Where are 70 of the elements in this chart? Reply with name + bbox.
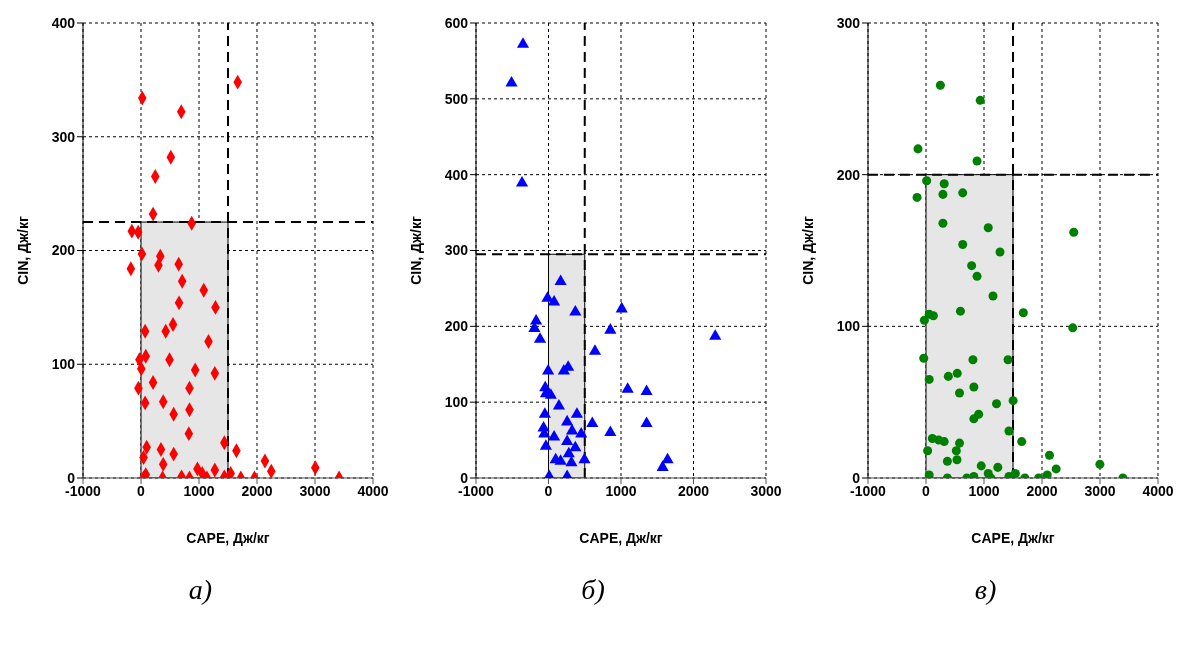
y-tick-label: 200 — [836, 166, 861, 183]
y-tick-label: 400 — [444, 166, 468, 183]
point — [660, 452, 674, 464]
x-tick-label: 0 — [137, 482, 146, 499]
point — [226, 466, 235, 478]
point — [516, 37, 529, 48]
y-tick-label: 100 — [836, 318, 861, 335]
point — [560, 414, 573, 426]
x-axis-title: CAPE, Дж/кг — [578, 530, 663, 546]
y-tick-label: 100 — [51, 356, 76, 373]
x-tick-label: 3000 — [1084, 482, 1116, 499]
text: в) — [973, 574, 998, 606]
y-axis-title: CIN, Дж/кг — [14, 216, 31, 285]
point — [621, 382, 634, 393]
y-tick-label: 300 — [444, 242, 468, 259]
point — [603, 425, 616, 437]
point — [560, 434, 573, 446]
point — [570, 407, 583, 418]
x-tick-label: 1000 — [968, 482, 1000, 499]
point — [547, 430, 560, 441]
point — [554, 274, 567, 286]
y-tick-label: 100 — [444, 394, 468, 411]
y-tick-label: 600 — [444, 14, 468, 31]
point — [640, 384, 653, 396]
x-tick-label: 0 — [922, 482, 931, 499]
x-tick-label: 3000 — [299, 482, 331, 499]
point — [562, 446, 575, 458]
y-tick-label: 200 — [444, 318, 468, 335]
x-tick-label: 4000 — [1142, 482, 1174, 499]
text: б) — [580, 574, 606, 606]
y-tick-label: 200 — [51, 242, 76, 259]
point — [615, 301, 628, 313]
point — [541, 364, 554, 375]
point — [540, 291, 554, 302]
point — [574, 427, 587, 438]
x-tick-label: 3000 — [749, 482, 782, 499]
point — [603, 323, 616, 334]
point — [533, 332, 546, 343]
point — [538, 407, 551, 418]
y-tick-label: 300 — [51, 128, 76, 145]
y-tick-label: 300 — [836, 14, 861, 31]
x-tick-label: 0 — [544, 482, 553, 499]
x-tick-label: 2000 — [677, 482, 709, 499]
point — [656, 460, 669, 471]
y-tick-label: 500 — [444, 90, 468, 107]
point — [585, 416, 598, 427]
point — [640, 416, 653, 427]
point — [529, 314, 542, 325]
y-axis-title: CIN, Дж/кг — [407, 216, 424, 285]
x-axis-title: CAPE, Дж/кг — [971, 530, 1055, 546]
point — [539, 439, 552, 450]
point — [577, 452, 591, 464]
x-tick-label: 1000 — [183, 482, 215, 499]
point — [554, 454, 567, 465]
y-tick-label: 400 — [51, 14, 76, 31]
point — [708, 329, 721, 340]
y-axis-title: CIN, Дж/кг — [799, 216, 816, 285]
point — [515, 175, 528, 187]
x-tick-label: 1000 — [604, 482, 637, 499]
point — [504, 75, 518, 87]
point — [568, 304, 581, 316]
x-tick-label: 4000 — [357, 482, 389, 499]
point — [552, 398, 565, 410]
point — [547, 295, 560, 306]
point — [588, 344, 601, 355]
point — [544, 388, 557, 399]
x-tick-label: 2000 — [1026, 482, 1058, 499]
x-axis-title: CAPE, Дж/кг — [186, 530, 270, 546]
text: а) — [187, 574, 214, 606]
x-tick-label: 2000 — [241, 482, 273, 499]
